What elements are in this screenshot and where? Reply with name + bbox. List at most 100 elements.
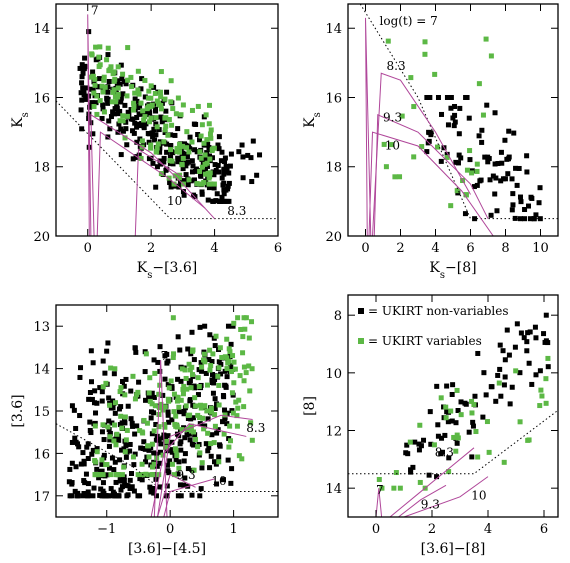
data-point-nonvariable xyxy=(130,423,136,429)
data-point-nonvariable xyxy=(220,419,226,425)
data-point-nonvariable xyxy=(506,352,512,358)
data-point-variable xyxy=(201,351,207,357)
y-tick-label: 14 xyxy=(325,22,342,37)
data-point-variable xyxy=(189,139,195,145)
data-point-nonvariable xyxy=(514,321,520,327)
plot-area xyxy=(359,4,558,236)
data-point-variable xyxy=(115,94,121,100)
data-point-nonvariable xyxy=(119,484,125,490)
data-point-variable xyxy=(224,355,230,361)
data-point-variable xyxy=(166,175,172,181)
data-point-nonvariable xyxy=(154,463,160,469)
data-point-nonvariable xyxy=(164,360,170,366)
data-point-nonvariable xyxy=(444,383,450,389)
data-point-nonvariable xyxy=(213,167,219,173)
isochrone-line xyxy=(96,131,206,236)
label-part: K xyxy=(429,260,440,276)
data-point-variable xyxy=(154,145,160,151)
data-point-variable xyxy=(454,188,460,194)
data-point-nonvariable xyxy=(513,165,519,171)
data-point-nonvariable xyxy=(217,443,223,449)
data-point-nonvariable xyxy=(442,432,448,438)
data-point-nonvariable xyxy=(126,111,132,117)
data-point-nonvariable xyxy=(147,394,153,400)
data-point-variable xyxy=(184,145,190,151)
data-point-nonvariable xyxy=(88,86,94,92)
data-point-variable xyxy=(91,104,97,110)
data-point-nonvariable xyxy=(175,157,181,163)
data-point-nonvariable xyxy=(462,211,468,217)
data-point-variable xyxy=(496,380,502,386)
data-point-nonvariable xyxy=(104,348,110,354)
data-point-variable xyxy=(381,141,387,147)
data-point-nonvariable xyxy=(132,120,138,126)
data-point-nonvariable xyxy=(482,154,488,160)
data-point-nonvariable xyxy=(187,398,193,404)
data-point-nonvariable xyxy=(81,458,87,464)
data-point-nonvariable xyxy=(207,465,213,471)
data-point-nonvariable xyxy=(112,106,118,112)
data-point-nonvariable xyxy=(239,142,245,148)
data-point-nonvariable xyxy=(216,134,222,140)
data-point-nonvariable xyxy=(132,431,138,437)
data-point-nonvariable xyxy=(97,385,103,391)
data-point-variable xyxy=(422,39,428,45)
data-point-nonvariable xyxy=(216,146,222,152)
data-point-nonvariable xyxy=(524,169,530,175)
data-point-variable xyxy=(173,413,179,419)
data-point-nonvariable xyxy=(124,142,130,148)
data-point-variable xyxy=(187,412,193,418)
data-point-nonvariable xyxy=(209,432,215,438)
subscript-s: s xyxy=(440,270,445,281)
x-tick-label: 1 xyxy=(229,522,237,537)
data-point-variable xyxy=(158,69,164,75)
data-point-variable xyxy=(180,155,186,161)
data-point-variable xyxy=(242,326,248,332)
data-point-nonvariable xyxy=(490,173,496,179)
data-point-variable xyxy=(200,415,206,421)
data-point-variable xyxy=(177,141,183,147)
data-point-nonvariable xyxy=(107,126,113,132)
data-point-nonvariable xyxy=(79,80,85,86)
data-point-nonvariable xyxy=(212,343,218,349)
data-point-nonvariable xyxy=(87,427,93,433)
data-point-nonvariable xyxy=(71,407,77,413)
data-point-nonvariable xyxy=(210,169,216,175)
data-point-nonvariable xyxy=(455,408,461,414)
data-point-nonvariable xyxy=(248,155,254,161)
data-point-nonvariable xyxy=(72,488,78,494)
data-point-nonvariable xyxy=(166,470,172,476)
data-point-nonvariable xyxy=(219,175,225,181)
data-point-variable xyxy=(138,155,144,161)
data-point-nonvariable xyxy=(111,467,117,473)
data-point-variable xyxy=(383,164,389,170)
data-point-nonvariable xyxy=(212,162,218,168)
data-point-nonvariable xyxy=(146,156,152,162)
data-point-nonvariable xyxy=(94,466,100,472)
data-point-nonvariable xyxy=(223,163,229,169)
data-point-variable xyxy=(476,81,482,87)
data-point-nonvariable xyxy=(116,121,122,127)
data-point-nonvariable xyxy=(119,76,125,82)
data-point-nonvariable xyxy=(178,439,184,445)
data-point-variable xyxy=(209,409,215,415)
data-point-nonvariable xyxy=(210,371,216,377)
data-point-variable xyxy=(130,373,136,379)
y-tick-label: 16 xyxy=(33,447,50,462)
data-point-nonvariable xyxy=(167,155,173,161)
data-point-variable xyxy=(149,441,155,447)
data-point-nonvariable xyxy=(206,185,212,191)
data-point-variable xyxy=(168,78,174,84)
data-point-variable xyxy=(164,438,170,444)
data-point-variable xyxy=(162,96,168,102)
data-point-variable xyxy=(458,412,464,418)
data-point-variable xyxy=(141,417,147,423)
isochrone-age-label: 8.3 xyxy=(435,445,454,459)
data-point-variable xyxy=(124,427,130,433)
data-point-variable xyxy=(181,383,187,389)
data-point-variable xyxy=(474,161,480,167)
data-point-nonvariable xyxy=(427,409,433,415)
data-point-variable xyxy=(471,402,477,408)
data-point-nonvariable xyxy=(202,167,208,173)
data-point-nonvariable xyxy=(92,388,98,394)
